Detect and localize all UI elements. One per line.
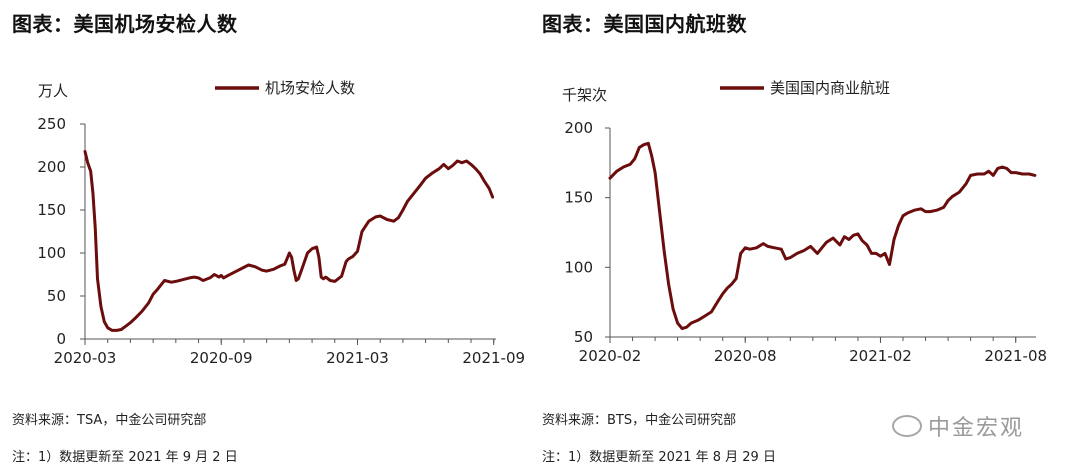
chart-airport-screenings: 万人 0 50 100 150 200 250 2020-03 2020-09 2021-03 20… xyxy=(37,79,525,367)
y-axis-label: 千架次 xyxy=(562,86,607,104)
x-tick-label: 2020-08 xyxy=(714,347,777,365)
y-tick-label: 100 xyxy=(37,244,66,262)
watermark-text: 中金宏观 xyxy=(927,416,1024,441)
y-tick-label: 100 xyxy=(564,258,593,276)
x-tick-label: 2020-09 xyxy=(190,349,253,367)
y-tick-label: 50 xyxy=(47,287,66,305)
y-tick-label: 50 xyxy=(574,328,593,346)
legend-label: 美国国内商业航班 xyxy=(770,79,890,97)
y-tick-label: 150 xyxy=(564,189,593,207)
series-line xyxy=(83,150,495,332)
chart-domestic-flights: 千架次 50 100 150 200 2020-02 2020-08 2021-02 2021-… xyxy=(562,79,1047,365)
wechat-icon xyxy=(891,415,922,437)
x-tick-label: 2020-02 xyxy=(579,347,642,365)
x-tick-label: 2021-03 xyxy=(326,349,389,367)
x-tick-label: 2020-03 xyxy=(54,349,117,367)
x-tick-label: 2021-08 xyxy=(984,347,1047,365)
series-line xyxy=(608,141,1037,331)
chart-note: 注：1）数据更新至 2021 年 9 月 2 日 xyxy=(12,450,238,465)
y-tick-label: 200 xyxy=(37,158,66,176)
chart-title: 图表：美国国内航班数 xyxy=(542,12,747,36)
x-tick-label: 2021-09 xyxy=(462,349,525,367)
y-tick-label: 200 xyxy=(564,119,593,137)
legend-label: 机场安检人数 xyxy=(265,79,355,97)
chart-source: 资料来源：BTS，中金公司研究部 xyxy=(542,413,737,428)
y-tick-label: 250 xyxy=(37,115,66,133)
y-axis-label: 万人 xyxy=(38,82,68,100)
chart-source: 资料来源：TSA，中金公司研究部 xyxy=(12,413,207,428)
chart-note: 注：1）数据更新至 2021 年 8 月 29 日 xyxy=(542,450,776,465)
watermark: 中金宏观 xyxy=(891,410,1024,442)
x-tick-label: 2021-02 xyxy=(849,347,912,365)
y-tick-label: 0 xyxy=(56,330,66,348)
right-chart-panel: 图表：美国国内航班数 千架次 50 100 150 200 2020-02 2020-08 2… xyxy=(530,0,1060,472)
chart-title: 图表：美国机场安检人数 xyxy=(12,12,238,36)
left-chart-panel: 图表：美国机场安检人数 万人 0 50 100 150 200 250 2020-03 2020… xyxy=(0,0,530,472)
y-tick-label: 150 xyxy=(37,201,66,219)
